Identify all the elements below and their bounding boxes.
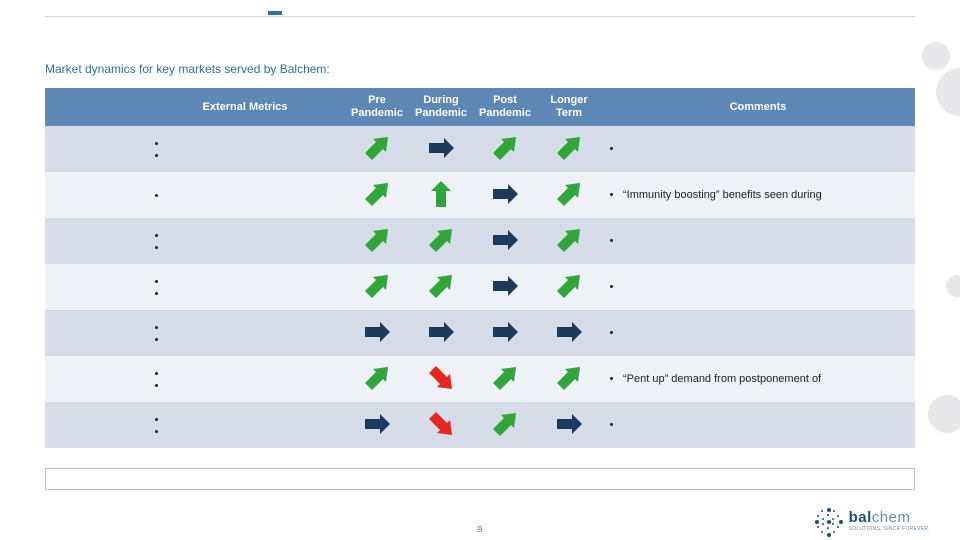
trend-cell	[473, 356, 537, 402]
row-label	[45, 218, 145, 264]
footer-box	[45, 468, 915, 490]
accent-dash	[268, 11, 282, 15]
divider	[45, 16, 915, 17]
arrow-flat-navy-icon	[490, 179, 520, 209]
row-label	[45, 126, 145, 172]
page-number: 9	[478, 525, 482, 534]
trend-cell	[537, 356, 601, 402]
comments-cell: “Immunity boosting” benefits seen during	[601, 172, 915, 218]
arrow-up-green-icon	[554, 179, 584, 209]
trend-cell	[537, 264, 601, 310]
trend-cell	[345, 172, 409, 218]
row-label	[45, 264, 145, 310]
trend-cell	[409, 218, 473, 264]
market-table: External MetricsPrePandemicDuringPandemi…	[45, 88, 915, 448]
arrow-up-green-icon	[426, 225, 456, 255]
arrow-up-green-icon	[362, 225, 392, 255]
arrow-up-green-icon	[554, 271, 584, 301]
trend-cell	[473, 310, 537, 356]
trend-cell	[537, 218, 601, 264]
trend-cell	[537, 172, 601, 218]
trend-cell	[537, 126, 601, 172]
arrow-up-green-icon	[554, 363, 584, 393]
trend-cell	[345, 310, 409, 356]
col-header: PostPandemic	[473, 88, 537, 126]
bg-circle	[928, 395, 960, 433]
trend-cell	[409, 126, 473, 172]
subtitle: Market dynamics for key markets served b…	[45, 62, 330, 76]
logo-mark-icon	[813, 506, 843, 536]
col-header: PrePandemic	[345, 88, 409, 126]
arrow-up-green-icon	[490, 133, 520, 163]
arrow-flat-navy-icon	[426, 317, 456, 347]
trend-cell	[409, 264, 473, 310]
comments-cell	[601, 126, 915, 172]
col-header	[45, 88, 145, 126]
trend-cell	[473, 264, 537, 310]
trend-cell	[473, 126, 537, 172]
arrow-flat-navy-icon	[362, 409, 392, 439]
arrow-up-green-icon	[362, 133, 392, 163]
col-header: Comments	[601, 88, 915, 126]
arrow-down-red-icon	[426, 409, 456, 439]
arrow-up-green-icon	[554, 225, 584, 255]
logo-name: balchem	[849, 510, 930, 525]
trend-cell	[409, 172, 473, 218]
col-header: DuringPandemic	[409, 88, 473, 126]
balchem-logo: balchem SOLUTIONS. SINCE FOREVER.	[813, 506, 930, 536]
bg-circle	[922, 42, 950, 70]
trend-cell	[537, 310, 601, 356]
trend-cell	[473, 218, 537, 264]
arrow-flat-navy-icon	[490, 317, 520, 347]
trend-cell	[345, 218, 409, 264]
trend-cell	[345, 126, 409, 172]
trend-cell	[345, 402, 409, 448]
col-header: External Metrics	[145, 88, 345, 126]
arrow-flat-navy-icon	[490, 225, 520, 255]
metrics-cell	[145, 126, 345, 172]
trend-cell	[537, 402, 601, 448]
trend-cell	[473, 172, 537, 218]
row-label	[45, 172, 145, 218]
arrow-up-green-icon	[362, 179, 392, 209]
trend-cell	[409, 356, 473, 402]
metrics-cell	[145, 264, 345, 310]
arrow-up-green-icon	[362, 363, 392, 393]
arrow-flat-navy-icon	[490, 271, 520, 301]
bg-circle	[936, 68, 960, 116]
arrow-flat-navy-icon	[426, 133, 456, 163]
arrow-down-red-icon	[426, 363, 456, 393]
arrow-flat-navy-icon	[554, 409, 584, 439]
trend-cell	[409, 402, 473, 448]
logo-tagline: SOLUTIONS. SINCE FOREVER.	[849, 527, 930, 532]
row-label	[45, 402, 145, 448]
arrow-flat-navy-icon	[362, 317, 392, 347]
comments-cell: “Pent up” demand from postponement of	[601, 356, 915, 402]
bg-circle	[946, 275, 960, 297]
trend-cell	[473, 402, 537, 448]
trend-cell	[409, 310, 473, 356]
row-label	[45, 310, 145, 356]
arrow-up-green-icon	[426, 271, 456, 301]
arrow-up-green-icon	[490, 409, 520, 439]
arrow-flat-navy-icon	[554, 317, 584, 347]
row-label	[45, 356, 145, 402]
arrow-up-green-icon	[554, 133, 584, 163]
metrics-cell	[145, 218, 345, 264]
metrics-cell	[145, 172, 345, 218]
trend-cell	[345, 264, 409, 310]
arrow-up-green-icon	[490, 363, 520, 393]
comments-cell	[601, 402, 915, 448]
comments-cell	[601, 310, 915, 356]
metrics-cell	[145, 310, 345, 356]
metrics-cell	[145, 402, 345, 448]
comments-cell	[601, 264, 915, 310]
comments-cell	[601, 218, 915, 264]
arrow-up-green-icon	[362, 271, 392, 301]
arrow-vertical-green-icon	[426, 179, 456, 209]
metrics-cell	[145, 356, 345, 402]
col-header: LongerTerm	[537, 88, 601, 126]
trend-cell	[345, 356, 409, 402]
